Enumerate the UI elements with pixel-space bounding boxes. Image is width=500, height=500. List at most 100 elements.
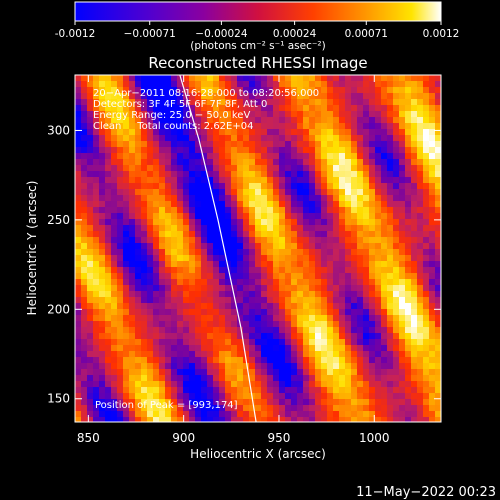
heatmap-cell — [225, 315, 231, 321]
heatmap-cell — [243, 393, 249, 399]
heatmap-cell — [351, 357, 357, 363]
heatmap-cell — [147, 213, 153, 219]
heatmap-cell — [405, 147, 411, 153]
heatmap-cell — [195, 153, 201, 159]
heatmap-cell — [99, 411, 105, 417]
heatmap-cell — [105, 213, 111, 219]
heatmap-cell — [351, 171, 357, 177]
heatmap-cell — [327, 93, 333, 99]
heatmap-cell — [255, 327, 261, 333]
heatmap-cell — [213, 333, 219, 339]
heatmap-cell — [219, 315, 225, 321]
heatmap-cell — [111, 93, 117, 99]
heatmap-cell — [165, 99, 171, 105]
heatmap-cell — [261, 93, 267, 99]
heatmap-cell — [321, 81, 327, 87]
heatmap-cell — [351, 225, 357, 231]
heatmap-cell — [273, 195, 279, 201]
heatmap-cell — [267, 195, 273, 201]
heatmap-cell — [297, 273, 303, 279]
heatmap-cell — [369, 207, 375, 213]
heatmap-cell — [363, 81, 369, 87]
heatmap-cell — [201, 147, 207, 153]
heatmap-cell — [171, 267, 177, 273]
heatmap-cell — [345, 363, 351, 369]
heatmap-cell — [213, 141, 219, 147]
heatmap-cell — [255, 159, 261, 165]
heatmap-cell — [315, 279, 321, 285]
heatmap-cell — [231, 309, 237, 315]
heatmap-cell — [231, 303, 237, 309]
heatmap-cell — [309, 93, 315, 99]
heatmap-cell — [279, 375, 285, 381]
heatmap-cell — [255, 141, 261, 147]
heatmap-cell — [345, 285, 351, 291]
heatmap-cell — [405, 93, 411, 99]
heatmap-cell — [315, 297, 321, 303]
heatmap-cell — [411, 177, 417, 183]
heatmap-cell — [123, 261, 129, 267]
heatmap-cell — [291, 117, 297, 123]
heatmap-cell — [321, 321, 327, 327]
heatmap-cell — [399, 381, 405, 387]
heatmap-cell — [225, 123, 231, 129]
heatmap-cell — [183, 159, 189, 165]
heatmap-cell — [399, 351, 405, 357]
heatmap-cell — [129, 165, 135, 171]
heatmap-cell — [177, 177, 183, 183]
heatmap-cell — [321, 315, 327, 321]
heatmap-cell — [411, 147, 417, 153]
heatmap-cell — [93, 387, 99, 393]
heatmap-cell — [231, 201, 237, 207]
heatmap-cell — [117, 183, 123, 189]
heatmap-cell — [171, 321, 177, 327]
heatmap-cell — [147, 369, 153, 375]
heatmap-cell — [201, 207, 207, 213]
heatmap-cell — [261, 297, 267, 303]
heatmap-cell — [123, 213, 129, 219]
heatmap-cell — [321, 333, 327, 339]
heatmap-cell — [111, 231, 117, 237]
heatmap-cell — [423, 81, 429, 87]
heatmap-cell — [393, 399, 399, 405]
heatmap-cell — [255, 207, 261, 213]
heatmap-cell — [387, 261, 393, 267]
heatmap-cell — [375, 333, 381, 339]
heatmap-cell — [279, 297, 285, 303]
heatmap-cell — [207, 147, 213, 153]
heatmap-cell — [261, 279, 267, 285]
heatmap-cell — [273, 249, 279, 255]
heatmap-cell — [423, 399, 429, 405]
heatmap-cell — [327, 273, 333, 279]
heatmap-cell — [309, 393, 315, 399]
heatmap-cell — [261, 129, 267, 135]
heatmap-cell — [213, 417, 219, 422]
heatmap-cell — [411, 123, 417, 129]
heatmap-cell — [165, 369, 171, 375]
heatmap-cell — [381, 153, 387, 159]
heatmap-cell — [381, 117, 387, 123]
heatmap-cell — [81, 381, 87, 387]
heatmap-cell — [99, 291, 105, 297]
heatmap-cell — [129, 255, 135, 261]
heatmap-cell — [87, 285, 93, 291]
heatmap-cell — [171, 201, 177, 207]
heatmap-cell — [285, 279, 291, 285]
heatmap-cell — [411, 111, 417, 117]
heatmap-cell — [381, 333, 387, 339]
heatmap-cell — [237, 195, 243, 201]
heatmap-cell — [153, 399, 159, 405]
heatmap-cell — [189, 75, 195, 81]
heatmap-cell — [99, 195, 105, 201]
heatmap-cell — [213, 111, 219, 117]
heatmap-cell — [429, 231, 435, 237]
heatmap-cell — [195, 333, 201, 339]
heatmap-cell — [87, 315, 93, 321]
heatmap-cell — [399, 255, 405, 261]
heatmap-cell — [243, 339, 249, 345]
heatmap-cell — [135, 153, 141, 159]
heatmap-cell — [189, 147, 195, 153]
heatmap-cell — [177, 195, 183, 201]
heatmap-cell — [309, 183, 315, 189]
heatmap-cell — [291, 357, 297, 363]
